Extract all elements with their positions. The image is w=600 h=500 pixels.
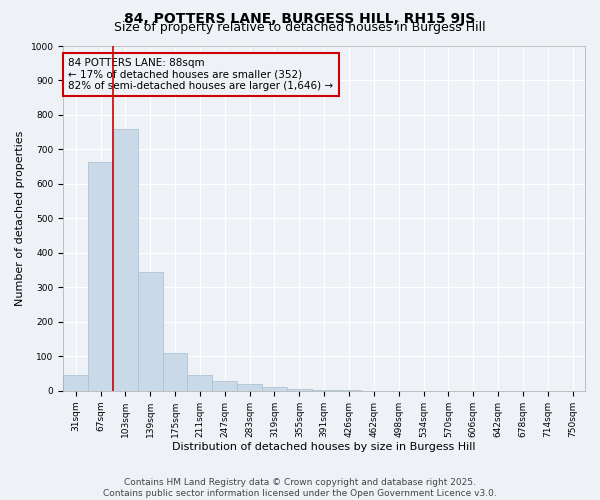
Bar <box>312 390 337 391</box>
Text: Size of property relative to detached houses in Burgess Hill: Size of property relative to detached ho… <box>114 21 486 34</box>
Text: 84, POTTERS LANE, BURGESS HILL, RH15 9JS: 84, POTTERS LANE, BURGESS HILL, RH15 9JS <box>124 12 476 26</box>
Bar <box>63 376 88 391</box>
Bar <box>212 380 237 391</box>
Text: 84 POTTERS LANE: 88sqm
← 17% of detached houses are smaller (352)
82% of semi-de: 84 POTTERS LANE: 88sqm ← 17% of detached… <box>68 58 334 92</box>
Bar <box>163 353 187 391</box>
Bar <box>88 162 113 391</box>
Bar <box>337 390 361 391</box>
Y-axis label: Number of detached properties: Number of detached properties <box>15 130 25 306</box>
Text: Contains HM Land Registry data © Crown copyright and database right 2025.
Contai: Contains HM Land Registry data © Crown c… <box>103 478 497 498</box>
Bar <box>138 272 163 391</box>
Bar <box>237 384 262 391</box>
Bar <box>287 389 312 391</box>
Bar <box>113 129 138 391</box>
X-axis label: Distribution of detached houses by size in Burgess Hill: Distribution of detached houses by size … <box>172 442 476 452</box>
Bar <box>187 376 212 391</box>
Bar <box>262 388 287 391</box>
